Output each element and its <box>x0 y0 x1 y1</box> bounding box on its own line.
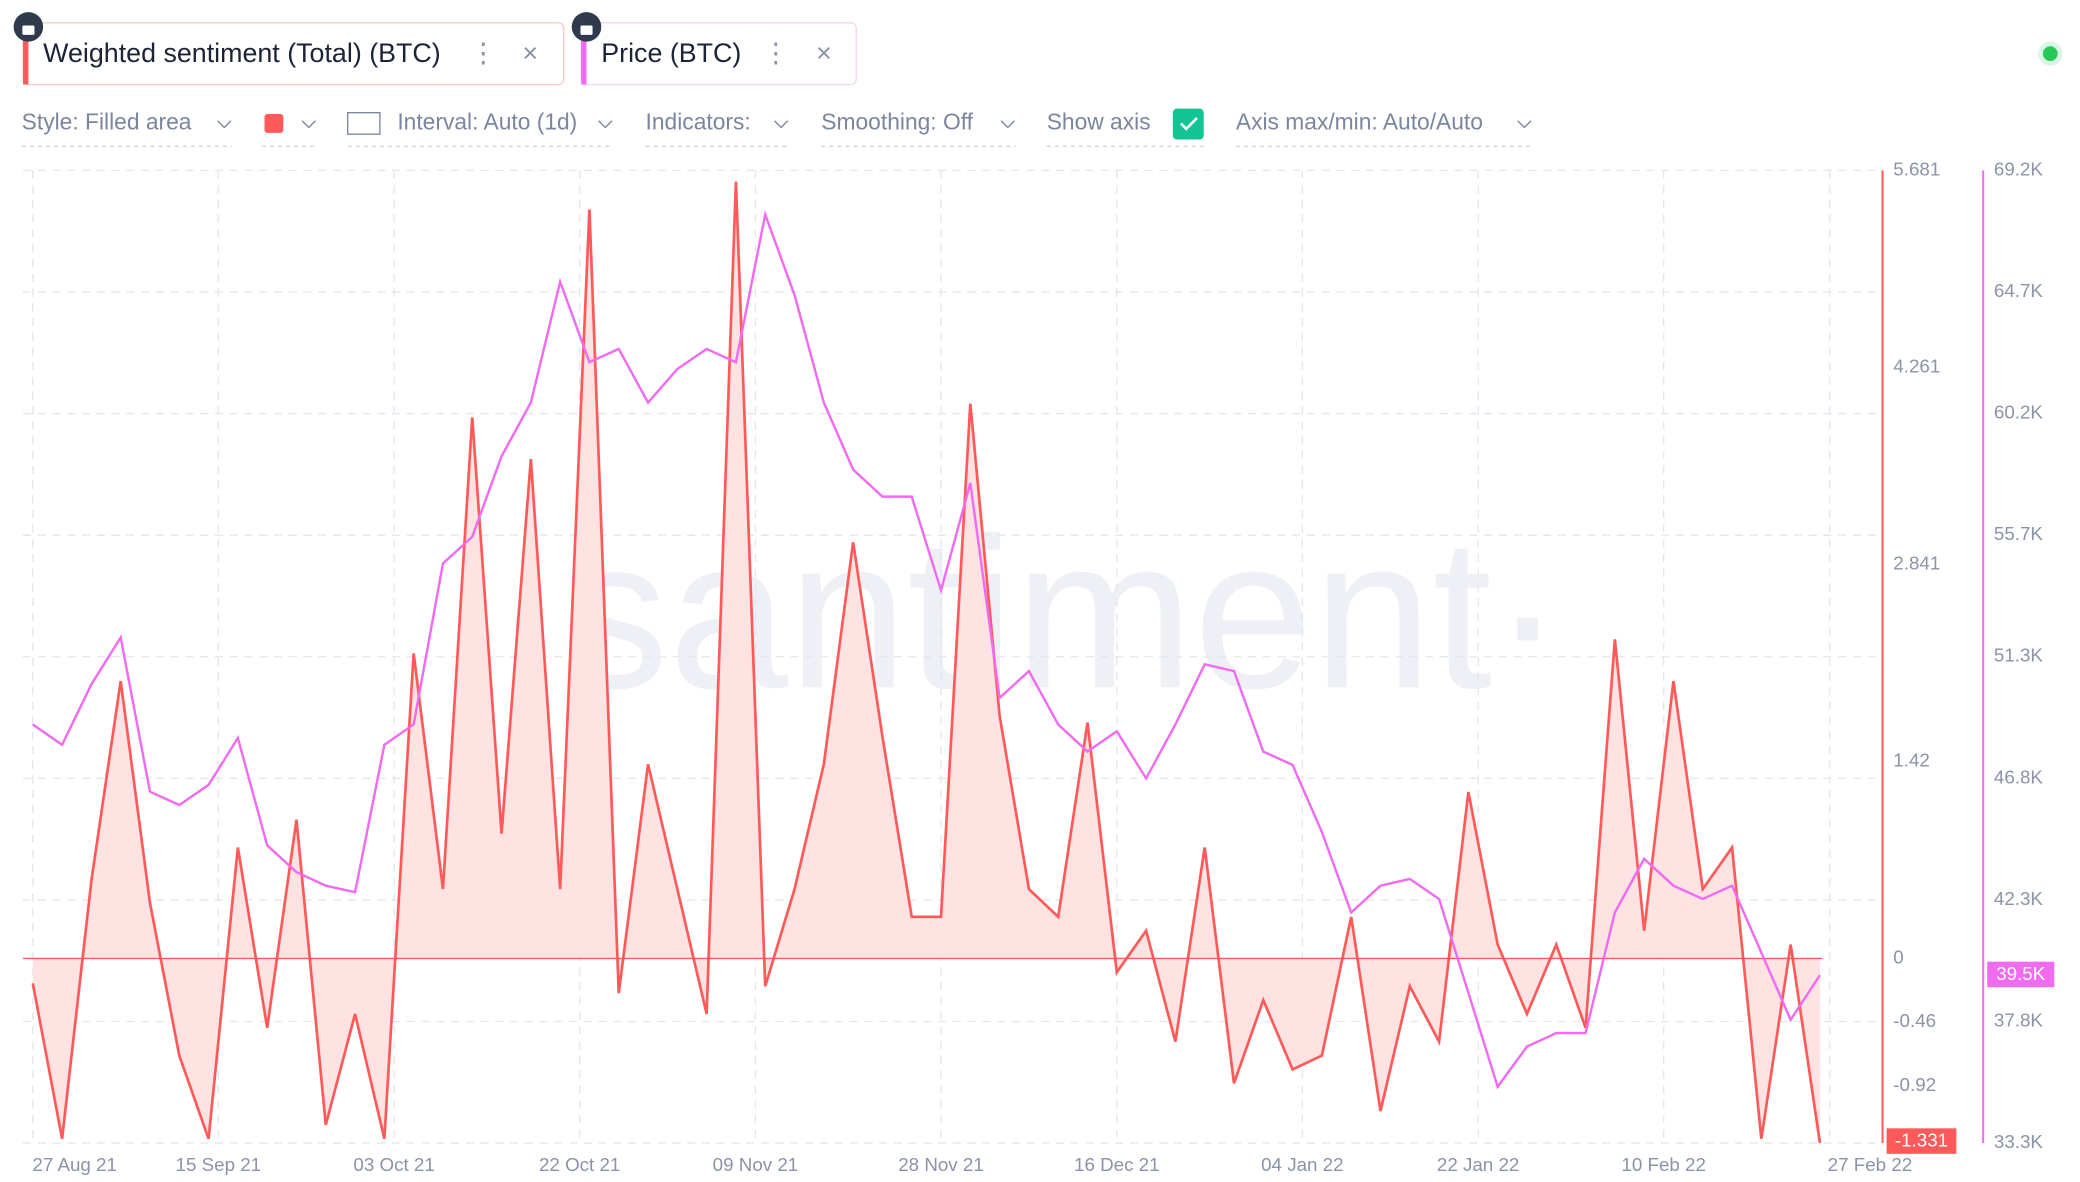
y-tick-label: 5.681 <box>1893 158 1940 179</box>
color-picker[interactable] <box>264 114 284 133</box>
x-tick-label: 04 Jan 22 <box>1261 1154 1343 1175</box>
x-tick-label: 27 Aug 21 <box>32 1154 117 1175</box>
y-tick-label: -0.92 <box>1893 1074 1936 1095</box>
show-axis-checkbox[interactable] <box>1172 108 1204 140</box>
sentiment-line <box>31 181 1822 1144</box>
plot: 33.3K 37.8K 42.3K 46.8K 51.3K 55.7K 60.2K 64.7K… <box>23 158 2055 1175</box>
tab-label[interactable]: Price (BTC) <box>601 38 741 68</box>
tab-label[interactable]: Weighted sentiment (Total) (BTC) <box>43 38 441 68</box>
chevron <box>1517 120 1532 129</box>
smoothing-select[interactable]: Smoothing: Off <box>821 108 973 134</box>
chevron <box>301 120 316 129</box>
x-tick-label: 22 Jan 22 <box>1437 1154 1519 1175</box>
toolbar: Style: Filled area Interval: Auto (1d) I… <box>22 108 1533 147</box>
price-line <box>32 210 1821 1090</box>
tab[interactable]: Weighted sentiment (Total) (BTC) ⋮ × <box>13 12 565 86</box>
tab-menu[interactable]: ⋮ <box>470 38 497 68</box>
status-dot <box>2042 46 2058 62</box>
chevron <box>217 120 232 129</box>
y2-tick-label: 37.8K <box>1994 1009 2044 1030</box>
x-tick-label: 03 Oct 21 <box>353 1154 434 1175</box>
lock-body <box>22 25 35 35</box>
y2-tick-label: 60.2K <box>1994 402 2044 423</box>
style-select[interactable]: Style: Filled area <box>22 108 192 134</box>
interval-select[interactable]: Interval: Auto (1d) <box>397 108 577 134</box>
sentiment-area <box>32 181 1820 1144</box>
chevron <box>1000 120 1015 129</box>
last-value-label: -1.331 <box>1895 1130 1948 1151</box>
x-tick-label: 10 Feb 22 <box>1621 1154 1706 1175</box>
last-value-box <box>1886 1128 1957 1154</box>
y-tick-label: -0.46 <box>1893 1010 1936 1031</box>
tab-menu[interactable]: ⋮ <box>762 38 789 68</box>
chevron <box>773 120 789 129</box>
checkmark <box>1179 117 1198 131</box>
y2-tick-label: 33.3K <box>1994 1131 2044 1152</box>
x-tick-label: 09 Nov 21 <box>713 1154 799 1175</box>
x-tick-label: 15 Sep 21 <box>176 1154 262 1175</box>
x-tick-label: 22 Oct 21 <box>539 1154 620 1175</box>
watermark: ·santiment· <box>490 494 1564 733</box>
y-tick-label: 1.42 <box>1893 749 1930 770</box>
y2-tick-label: 69.2K <box>1994 158 2044 179</box>
y-tick-label: 0 <box>1893 946 1903 967</box>
y-tick-label: 4.261 <box>1893 355 1940 376</box>
y2-tick-label: 42.3K <box>1994 888 2044 909</box>
last-value-box <box>1987 961 2055 988</box>
x-tick-label: 28 Nov 21 <box>898 1154 984 1175</box>
x-tick-label: 16 Dec 21 <box>1074 1154 1160 1175</box>
tab[interactable]: Price (BTC) ⋮ × <box>571 12 857 86</box>
axis-minmax-select[interactable]: Axis max/min: Auto/Auto <box>1236 108 1483 134</box>
y2-tick-label: 46.8K <box>1994 766 2044 787</box>
tab-close[interactable]: × <box>816 38 832 68</box>
tab-color <box>23 22 29 85</box>
last-value-label: 39.5K <box>1996 963 2046 984</box>
y-tick-label: 2.841 <box>1893 552 1940 573</box>
show-axis-label[interactable]: Show axis <box>1047 108 1151 134</box>
lock-body <box>580 25 593 35</box>
interval-icon <box>347 112 381 135</box>
y2-tick-label: 51.3K <box>1994 645 2044 666</box>
tab-color <box>581 22 587 85</box>
chevron <box>598 120 613 129</box>
y2-tick-label: 64.7K <box>1994 280 2044 301</box>
tab-close[interactable]: × <box>522 38 538 68</box>
x-tick-label: 27 Feb 22 <box>1828 1154 1913 1175</box>
y2-tick-label: 55.7K <box>1994 523 2044 544</box>
indicators-select[interactable]: Indicators: <box>646 108 751 134</box>
